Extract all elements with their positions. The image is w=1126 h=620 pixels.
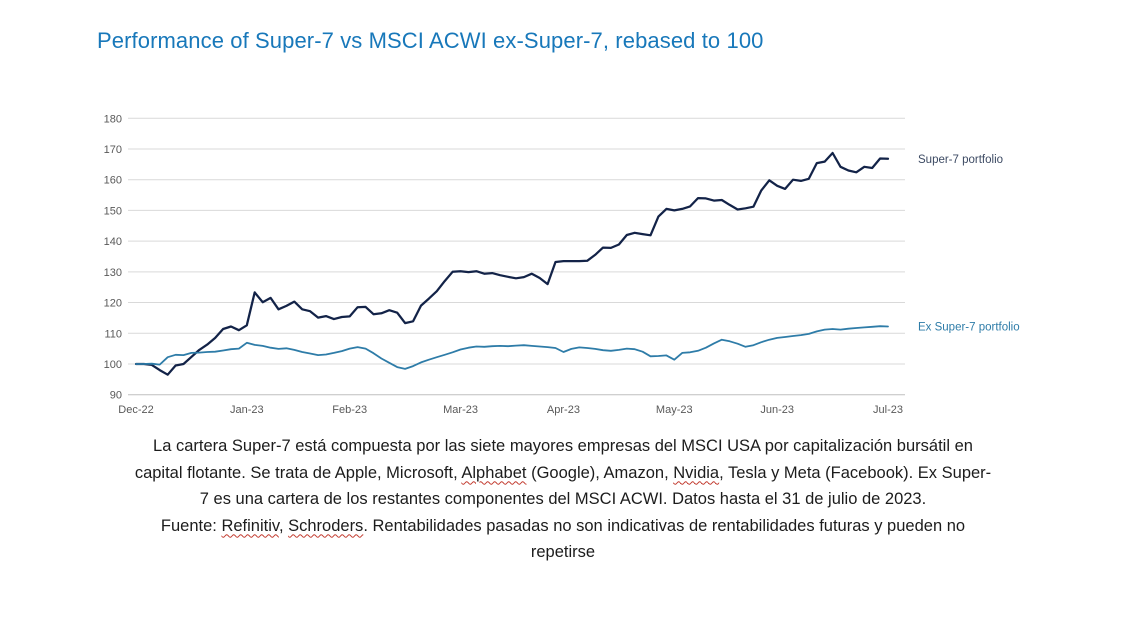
misspelled-word: Refinitiv [221,516,279,535]
x-tick-label: Feb-23 [332,404,367,416]
x-tick-label: Apr-23 [547,404,580,416]
ex-super7-legend-label: Ex Super-7 portfolio [918,322,1020,334]
y-tick-label: 110 [104,328,122,340]
super7-legend-label: Super-7 portfolio [918,154,1003,166]
y-tick-label: 160 [104,175,122,187]
footnote-text: 7 es una cartera de los restantes compon… [199,490,927,508]
y-tick-label: 150 [104,205,122,217]
footnote-text: Fuente: [160,516,222,535]
footnote-text: capital flotante. Se trata de Apple, Mic… [134,463,462,482]
x-tick-label: Mar-23 [443,404,478,416]
footnote-line: capital flotante. Se trata de Apple, Mic… [0,460,1126,487]
page-title: Performance of Super-7 vs MSCI ACWI ex-S… [97,28,764,53]
misspelled-word: Nvidia [673,463,720,482]
footnote: La cartera Super-7 está compuesta por la… [0,433,1126,566]
footnote-text: La cartera Super-7 está compuesta por la… [153,437,973,455]
footnote-text: repetirse [530,543,596,561]
super7-line [134,151,890,376]
x-tick-label: May-23 [656,404,693,416]
footnote-line: La cartera Super-7 está compuesta por la… [0,433,1126,460]
footnote-line: Fuente: Refinitiv, Schroders. Rentabilid… [0,513,1126,540]
x-tick-label: Jun-23 [760,404,794,416]
y-tick-label: 130 [104,267,122,279]
x-tick-label: Jan-23 [230,404,264,416]
y-tick-label: 100 [104,359,122,371]
y-tick-label: 170 [104,144,122,156]
y-tick-label: 120 [104,298,122,310]
y-tick-label: 140 [104,236,122,248]
footnote-line: repetirse [0,539,1126,566]
misspelled-word: Alphabet [461,463,527,482]
misspelled-word: Schroders [288,516,364,535]
footnote-text: , [278,516,289,535]
x-tick-label: Dec-22 [118,404,153,416]
y-tick-label: 90 [110,390,122,402]
ex-super7-line [135,325,889,370]
footnote-text: , Tesla y Meta (Facebook). Ex Super- [719,463,992,482]
footnote-text: (Google), Amazon, [526,463,674,482]
footnote-line: 7 es una cartera de los restantes compon… [0,486,1126,513]
footnote-text: . Rentabilidades pasadas no son indicati… [363,516,966,535]
x-tick-label: Jul-23 [873,404,903,416]
y-tick-label: 180 [104,113,122,125]
performance-line-chart: 90 100 110 120 130 140 150 160 170 180 Dec-22 Jan-2… [104,113,1020,416]
